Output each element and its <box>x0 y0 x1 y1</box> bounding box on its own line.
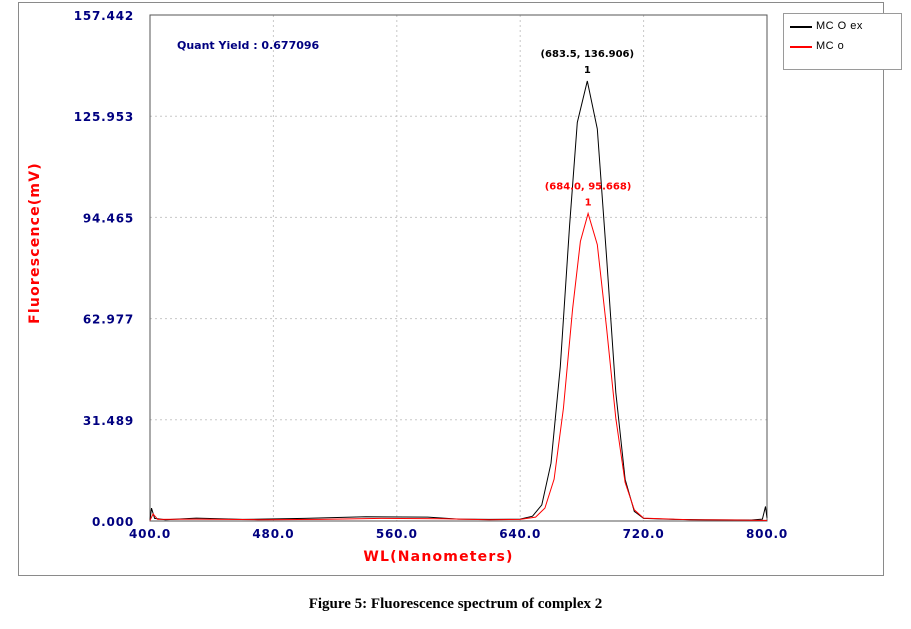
series-line-mc-o-ex <box>149 80 768 521</box>
y-tick-label-157-442: 157.442 <box>74 9 134 23</box>
legend: MC O ex MC o <box>783 13 902 70</box>
x-tick-label-400-0: 400.0 <box>129 527 171 541</box>
legend-swatch-mc-o-ex <box>790 26 812 28</box>
y-tick-label-0-000: 0.000 <box>92 515 134 529</box>
x-tick-label-720-0: 720.0 <box>623 527 665 541</box>
chart-frame: 400.0 480.0 560.0 640.0 720.0 800.0 0.000 31.48… <box>18 2 902 576</box>
legend-label-mc-o-ex: MC O ex <box>816 20 863 32</box>
peak-label-mc-o-ex: (683.5, 136.906) <box>540 49 634 60</box>
peak-marker-mc-o: 1 <box>585 198 592 209</box>
plot-border <box>149 14 768 522</box>
x-axis-title: WL(Nanometers) <box>363 549 513 565</box>
figure-caption: Figure 5: Fluorescence spectrum of compl… <box>308 596 603 612</box>
quant-yield-annotation: Quant Yield : 0.677096 <box>177 39 320 52</box>
legend-swatch-mc-o <box>790 46 812 48</box>
y-tick-label-94-465: 94.465 <box>83 211 134 225</box>
x-tick-label-800-0: 800.0 <box>746 527 788 541</box>
y-tick-label-62-977: 62.977 <box>83 313 134 327</box>
series-line-mc-o <box>149 211 768 521</box>
x-tick-label-640-0: 640.0 <box>499 527 541 541</box>
x-tick-label-560-0: 560.0 <box>376 527 418 541</box>
peak-marker-mc-o-ex: 1 <box>584 65 591 76</box>
plot-area: 400.0 480.0 560.0 640.0 720.0 800.0 0.000 31.48… <box>27 9 788 565</box>
y-tick-label-125-953: 125.953 <box>74 110 134 124</box>
x-tick-label-480-0: 480.0 <box>252 527 294 541</box>
legend-label-mc-o: MC o <box>816 40 845 52</box>
y-axis-title: Fluorescence(mV) <box>27 162 43 324</box>
peak-label-mc-o: (684.0, 95.668) <box>545 182 632 193</box>
y-tick-label-31-489: 31.489 <box>83 414 134 428</box>
